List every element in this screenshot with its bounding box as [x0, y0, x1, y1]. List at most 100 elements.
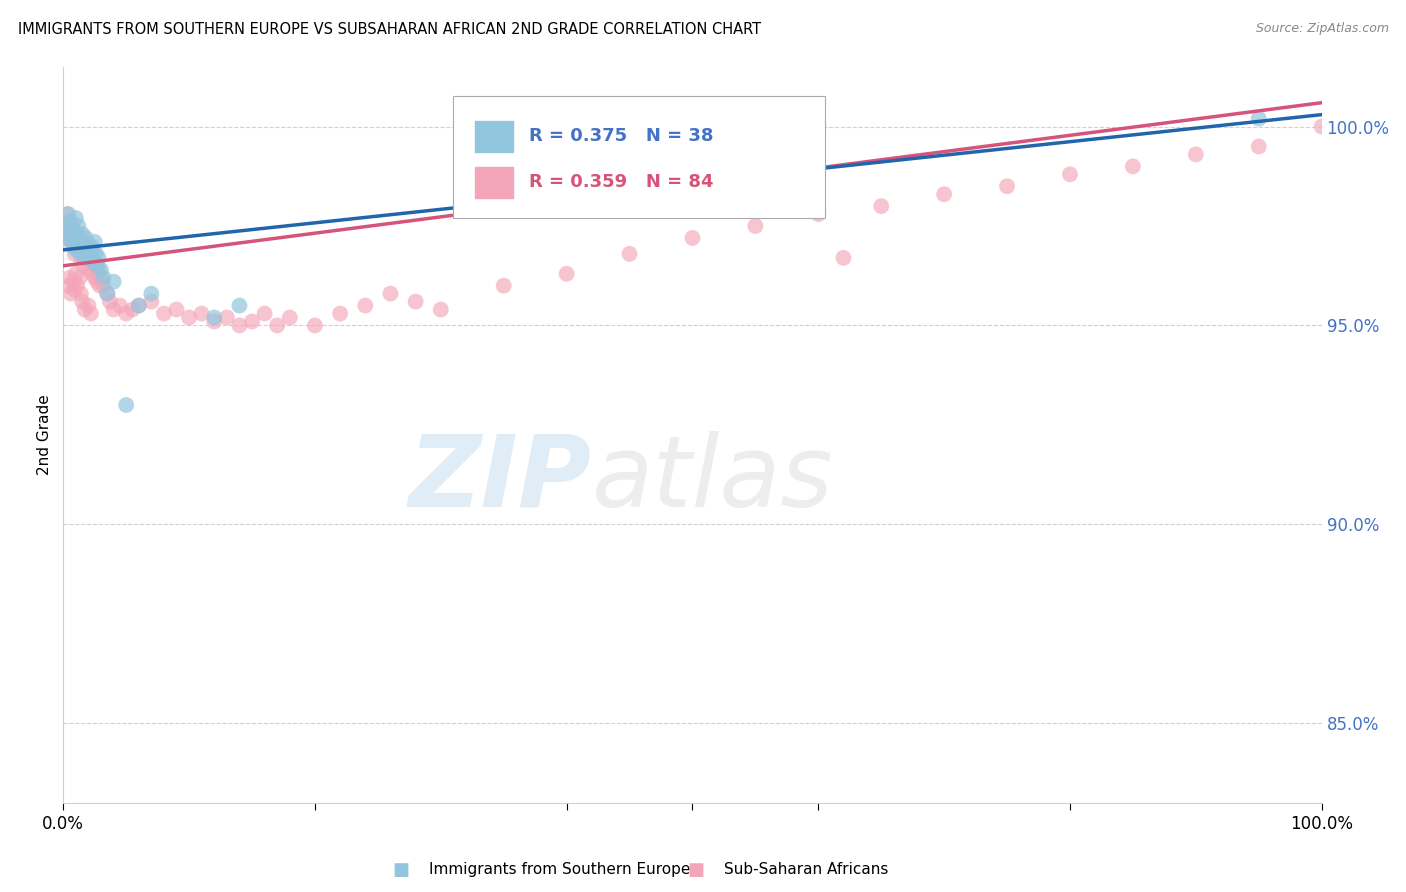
Point — [73, 302, 96, 317]
Point — [93, 270, 115, 285]
Point — [202, 310, 225, 325]
Point — [83, 270, 105, 285]
Text: R = 0.359   N = 84: R = 0.359 N = 84 — [529, 173, 713, 192]
Point — [430, 302, 453, 317]
Point — [90, 262, 112, 277]
Point — [619, 247, 641, 261]
FancyBboxPatch shape — [475, 167, 513, 198]
Point — [744, 219, 766, 233]
Point — [55, 219, 77, 233]
Point — [82, 255, 104, 269]
Point — [70, 247, 93, 261]
Text: IMMIGRANTS FROM SOUTHERN EUROPE VS SUBSAHARAN AFRICAN 2ND GRADE CORRELATION CHAR: IMMIGRANTS FROM SOUTHERN EUROPE VS SUBSA… — [18, 22, 762, 37]
Point — [84, 259, 107, 273]
Point — [69, 270, 91, 285]
Point — [202, 314, 225, 328]
Point — [103, 302, 125, 317]
Point — [108, 299, 131, 313]
Point — [82, 267, 104, 281]
Point — [304, 318, 326, 333]
Point — [56, 219, 79, 233]
Point — [77, 299, 100, 313]
Point — [79, 251, 101, 265]
Point — [115, 398, 138, 412]
Point — [103, 275, 125, 289]
Point — [141, 294, 163, 309]
Text: ZIP: ZIP — [409, 431, 592, 527]
Point — [67, 219, 90, 233]
Text: Source: ZipAtlas.com: Source: ZipAtlas.com — [1256, 22, 1389, 36]
Point — [253, 306, 276, 320]
Point — [492, 278, 515, 293]
Point — [73, 247, 96, 261]
Point — [90, 270, 112, 285]
Text: Immigrants from Southern Europe: Immigrants from Southern Europe — [429, 863, 690, 877]
Point — [121, 302, 143, 317]
Point — [75, 235, 97, 249]
Point — [555, 267, 578, 281]
Point — [98, 294, 121, 309]
Point — [65, 267, 87, 281]
Point — [405, 294, 427, 309]
Point — [82, 255, 104, 269]
Point — [141, 286, 163, 301]
Point — [60, 239, 83, 253]
Text: R = 0.375   N = 38: R = 0.375 N = 38 — [529, 127, 713, 145]
Point — [66, 227, 89, 241]
Point — [59, 286, 82, 301]
Point — [66, 231, 89, 245]
Point — [65, 211, 87, 225]
Point — [1122, 159, 1144, 173]
Point — [93, 278, 115, 293]
Point — [87, 251, 110, 265]
Point — [83, 235, 105, 249]
Point — [89, 278, 111, 293]
Point — [62, 275, 84, 289]
Point — [58, 207, 80, 221]
FancyBboxPatch shape — [453, 96, 824, 218]
Point — [1247, 139, 1270, 153]
Point — [807, 207, 830, 221]
Point — [55, 231, 77, 245]
Point — [266, 318, 288, 333]
Point — [228, 299, 250, 313]
Point — [1247, 112, 1270, 126]
Y-axis label: 2nd Grade: 2nd Grade — [37, 394, 52, 475]
Point — [69, 231, 91, 245]
Point — [62, 223, 84, 237]
Point — [70, 286, 93, 301]
Point — [63, 247, 86, 261]
Point — [1059, 167, 1081, 181]
Point — [179, 310, 201, 325]
Point — [1185, 147, 1208, 161]
Point — [70, 227, 93, 241]
Point — [115, 306, 138, 320]
Point — [72, 239, 94, 253]
Point — [69, 235, 91, 249]
Text: ■: ■ — [392, 861, 409, 879]
Point — [682, 231, 704, 245]
Point — [65, 235, 87, 249]
Point — [80, 306, 103, 320]
Point — [278, 310, 301, 325]
Point — [1310, 120, 1333, 134]
Point — [76, 243, 98, 257]
Point — [58, 278, 80, 293]
Text: ■: ■ — [688, 861, 704, 879]
Point — [96, 286, 118, 301]
Point — [190, 306, 212, 320]
Point — [84, 247, 107, 261]
Point — [934, 187, 956, 202]
Point — [62, 223, 84, 237]
Point — [80, 251, 103, 265]
Point — [79, 262, 101, 277]
Point — [228, 318, 250, 333]
Point — [166, 302, 188, 317]
Text: Sub-Saharan Africans: Sub-Saharan Africans — [724, 863, 889, 877]
Point — [59, 215, 82, 229]
Text: atlas: atlas — [592, 431, 834, 527]
FancyBboxPatch shape — [475, 120, 513, 152]
Point — [66, 278, 89, 293]
Point — [58, 270, 80, 285]
Point — [870, 199, 893, 213]
